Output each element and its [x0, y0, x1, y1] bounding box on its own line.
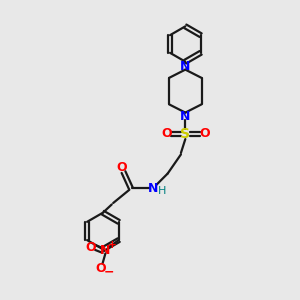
Text: N: N — [180, 110, 190, 123]
Text: O: O — [161, 127, 172, 140]
Text: N: N — [100, 244, 111, 257]
Text: O: O — [117, 161, 127, 174]
Text: +: + — [108, 239, 116, 250]
Text: O: O — [96, 262, 106, 275]
Text: −: − — [104, 266, 115, 279]
Text: N: N — [180, 60, 190, 73]
Text: O: O — [85, 241, 96, 254]
Text: H: H — [158, 186, 166, 196]
Text: S: S — [180, 127, 190, 141]
Text: O: O — [199, 127, 210, 140]
Text: N: N — [148, 182, 158, 195]
